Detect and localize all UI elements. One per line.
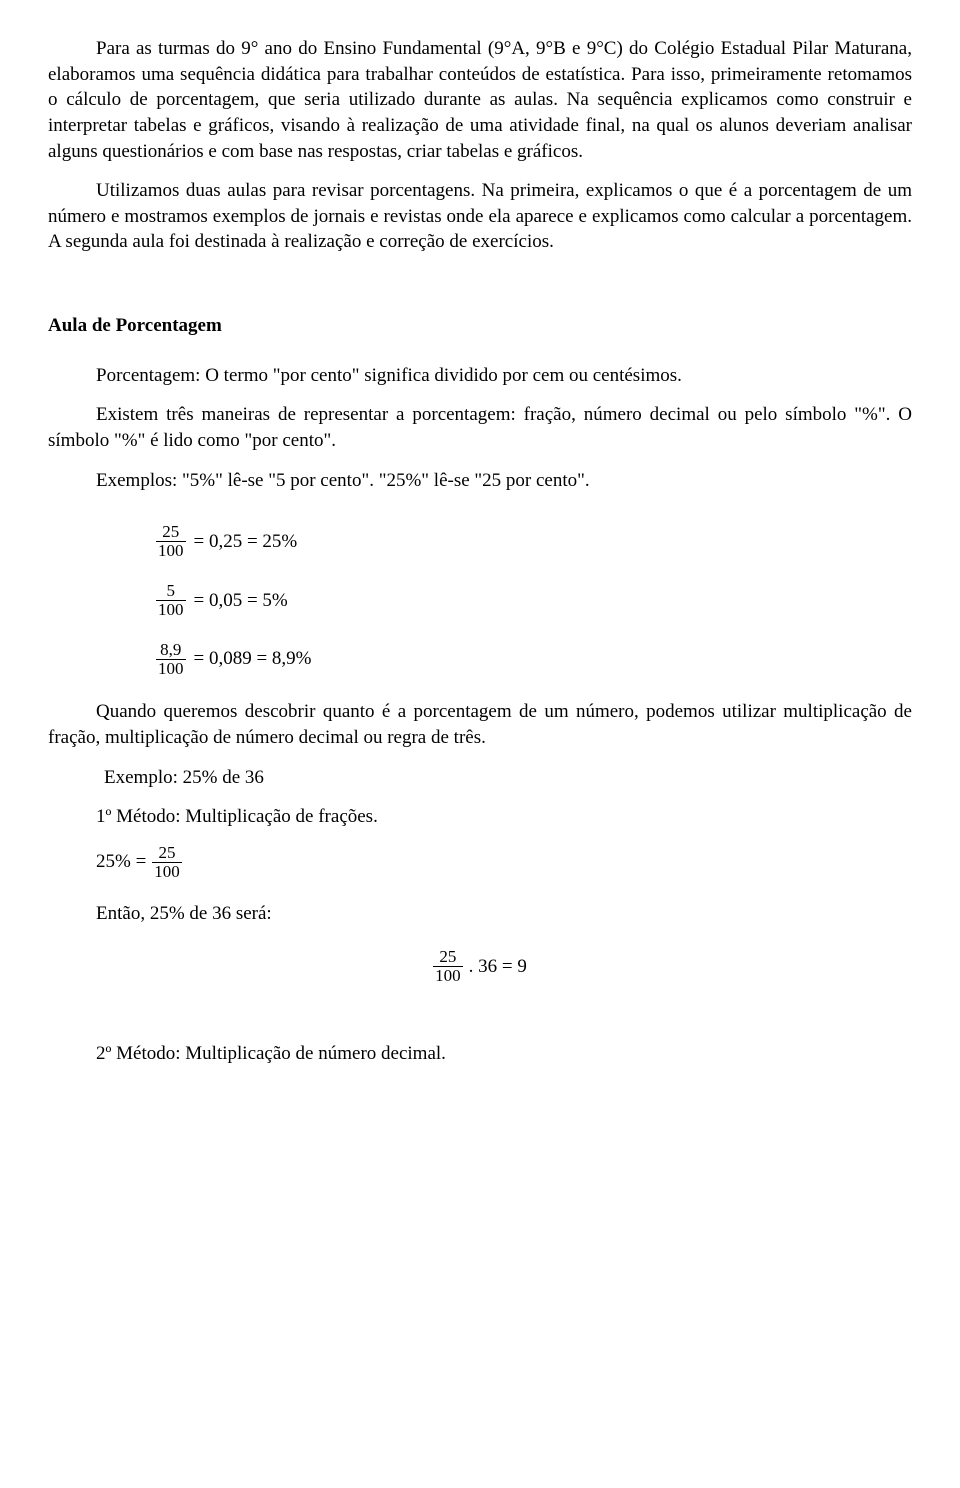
fraction-3-den: 100 <box>156 659 186 678</box>
fraction-example-2: 5 100 = 0,05 = 5% <box>156 582 912 619</box>
fraction-3-rhs: = 0,089 = 8,9% <box>194 646 312 672</box>
then-line: Então, 25% de 36 será: <box>48 901 912 927</box>
intro-paragraph-2: Utilizamos duas aulas para revisar porce… <box>48 178 912 255</box>
definition-line: Porcentagem: O termo "por cento" signifi… <box>48 363 912 389</box>
examples-reading-line: Exemplos: "5%" lê-se "5 por cento". "25%… <box>48 468 912 494</box>
fraction-2-rhs: = 0,05 = 5% <box>194 588 288 614</box>
example-label: Exemplo: 25% de 36 <box>48 765 912 791</box>
fraction-1-den: 100 <box>156 541 186 560</box>
center-equation: 25 100 . 36 = 9 <box>48 948 912 985</box>
method-1-title: 1º Método: Multiplicação de frações. <box>48 804 912 830</box>
fraction-3: 8,9 100 <box>156 641 186 678</box>
center-frac-den: 100 <box>433 966 463 985</box>
fraction-1-num: 25 <box>156 523 186 541</box>
center-frac-num: 25 <box>433 948 463 966</box>
representation-line: Existem três maneiras de representar a p… <box>48 402 912 453</box>
method-2-title: 2º Método: Multiplicação de número decim… <box>48 1041 912 1067</box>
equation-25pct-den: 100 <box>152 862 182 881</box>
equation-25pct: 25% = 25 100 <box>96 844 912 881</box>
fraction-1: 25 100 <box>156 523 186 560</box>
fraction-1-rhs: = 0,25 = 25% <box>194 529 298 555</box>
equation-25pct-num: 25 <box>152 844 182 862</box>
center-rhs: . 36 = 9 <box>469 954 527 980</box>
section-title: Aula de Porcentagem <box>48 313 912 339</box>
equation-25pct-frac: 25 100 <box>152 844 182 881</box>
discover-line: Quando queremos descobrir quanto é a por… <box>48 699 912 750</box>
fraction-3-num: 8,9 <box>156 641 186 659</box>
intro-paragraph-1: Para as turmas do 9° ano do Ensino Funda… <box>48 36 912 164</box>
fraction-2-den: 100 <box>156 600 186 619</box>
center-frac: 25 100 <box>433 948 463 985</box>
fraction-example-3: 8,9 100 = 0,089 = 8,9% <box>156 641 912 678</box>
fraction-2-num: 5 <box>156 582 186 600</box>
fraction-2: 5 100 <box>156 582 186 619</box>
fraction-example-1: 25 100 = 0,25 = 25% <box>156 523 912 560</box>
equation-25pct-lhs: 25% = <box>96 849 146 875</box>
